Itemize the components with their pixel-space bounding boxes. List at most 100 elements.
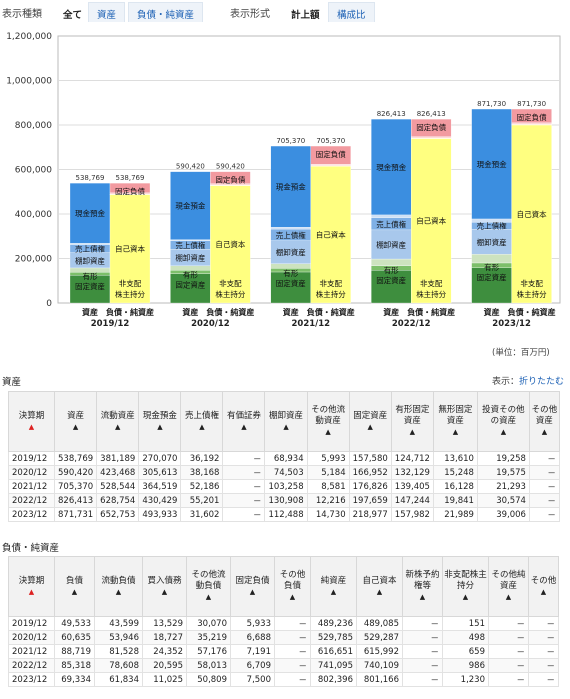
liabilities-column-header[interactable]: 固定負債 ▲ bbox=[230, 556, 275, 617]
table-cell: 78,608 bbox=[94, 658, 143, 673]
sort-arrow-icon[interactable]: ▲ bbox=[325, 428, 331, 436]
assets-column-header[interactable]: 現金預金 ▲ bbox=[138, 391, 182, 452]
sort-arrow-icon[interactable]: ▲ bbox=[115, 422, 121, 431]
assets-column-header[interactable]: 固定資産 ▲ bbox=[348, 391, 392, 452]
segment-label: 固定負債 bbox=[416, 122, 446, 132]
sort-arrow-icon[interactable]: ▲ bbox=[505, 593, 512, 601]
table-cell: 2022/12 bbox=[8, 658, 55, 673]
bar-total-label: 826,413 bbox=[417, 110, 446, 118]
sort-arrow-icon[interactable]: ▲ bbox=[289, 593, 296, 601]
table-cell: 31,602 bbox=[180, 507, 224, 522]
table-cell: 802,396 bbox=[310, 672, 357, 687]
tab-all[interactable]: 全て bbox=[54, 2, 92, 22]
sort-arrow-icon[interactable]: ▲ bbox=[283, 422, 289, 431]
sort-arrow-icon[interactable]: ▲ bbox=[115, 587, 122, 596]
assets-column-header[interactable]: 投資その他の資産 ▲ bbox=[476, 391, 530, 452]
sort-arrow-icon[interactable]: ▲ bbox=[500, 428, 507, 436]
table-cell: － bbox=[488, 658, 529, 673]
liabilities-column-header[interactable]: 決算期 ▲ bbox=[8, 556, 55, 617]
sort-arrow-icon[interactable]: ▲ bbox=[462, 593, 469, 601]
sort-arrow-icon[interactable]: ▲ bbox=[540, 587, 547, 596]
liabilities-column-header[interactable]: その他 ▲ bbox=[528, 556, 559, 617]
sort-arrow-icon[interactable]: ▲ bbox=[452, 428, 459, 436]
table-cell: 986 bbox=[442, 658, 489, 673]
table-cell: 7,191 bbox=[230, 644, 275, 659]
sort-arrow-icon[interactable]: ▲ bbox=[72, 422, 79, 431]
x-bar-label: 負債・純資産 bbox=[307, 307, 355, 317]
sort-arrow-icon[interactable]: ▲ bbox=[367, 422, 373, 431]
toggle-prefix: 表示： bbox=[492, 377, 520, 387]
sort-arrow-icon[interactable]: ▲ bbox=[376, 587, 383, 596]
liabilities-column-header[interactable]: 新株予約権等 ▲ bbox=[402, 556, 443, 617]
assets-column-header[interactable]: 有価証券 ▲ bbox=[222, 391, 266, 452]
table-cell: － bbox=[402, 630, 443, 645]
assets-column-header[interactable]: 棚卸資産 ▲ bbox=[264, 391, 308, 452]
sort-arrow-icon[interactable]: ▲ bbox=[205, 593, 212, 601]
liabilities-table-row: 2020/12 60,635 53,946 18,727 35,219 6,688 － 529… bbox=[8, 630, 559, 645]
table-cell: － bbox=[528, 465, 560, 480]
sort-arrow-icon[interactable]: ▲ bbox=[161, 587, 168, 596]
liabilities-column-header[interactable]: 純資産 ▲ bbox=[310, 556, 357, 617]
segment-label: 固定資産 bbox=[376, 275, 406, 285]
table-cell: 528,544 bbox=[96, 479, 140, 494]
x-bar-label: 資産 bbox=[283, 307, 299, 317]
table-cell: 6,688 bbox=[230, 630, 275, 645]
table-cell: － bbox=[488, 616, 529, 631]
sort-arrow-icon[interactable]: ▲ bbox=[541, 428, 548, 436]
table-cell: 529,287 bbox=[356, 630, 403, 645]
segment-label: 自己資本 bbox=[416, 216, 446, 226]
assets-column-header[interactable]: その他資産 ▲ bbox=[528, 391, 560, 452]
sort-arrow-icon[interactable]: ▲ bbox=[249, 587, 256, 596]
column-header-label: 固定資産 bbox=[353, 410, 388, 421]
assets-column-header[interactable]: 有形固定資産 ▲ bbox=[390, 391, 434, 452]
sort-arrow-icon[interactable]: ▲ bbox=[409, 428, 416, 436]
liabilities-column-header[interactable]: その他純資産 ▲ bbox=[488, 556, 529, 617]
liabilities-column-header[interactable]: 負債 ▲ bbox=[54, 556, 95, 617]
x-bar-label: 資産 bbox=[484, 307, 500, 317]
table-cell: 2023/12 bbox=[8, 507, 55, 522]
segment-label: 自己資本 bbox=[215, 239, 245, 249]
tab-liabilities-equity[interactable]: 負債・純資産 bbox=[128, 2, 204, 22]
segment-label: 株主持分 bbox=[316, 289, 346, 299]
sort-arrow-icon[interactable]: ▲ bbox=[199, 422, 205, 431]
sort-arrow-icon[interactable]: ▲ bbox=[71, 587, 78, 596]
liabilities-column-header[interactable]: その他負債 ▲ bbox=[274, 556, 311, 617]
asset-bar-segment bbox=[371, 214, 412, 218]
assets-column-header[interactable]: 流動資産 ▲ bbox=[96, 391, 140, 452]
liabilities-column-header[interactable]: 自己資本 ▲ bbox=[356, 556, 403, 617]
sort-arrow-icon[interactable]: ▲ bbox=[330, 587, 337, 596]
assets-column-header[interactable]: 売上債権 ▲ bbox=[180, 391, 224, 452]
assets-column-header[interactable]: 資産 ▲ bbox=[53, 391, 98, 452]
table-cell: － bbox=[274, 658, 311, 673]
sort-arrow-icon[interactable]: ▲ bbox=[28, 587, 35, 596]
tab-assets[interactable]: 資産 bbox=[88, 2, 126, 22]
liabilities-column-header[interactable]: 非支配株主持分 ▲ bbox=[442, 556, 489, 617]
table-cell: － bbox=[488, 644, 529, 659]
collapse-link[interactable]: 折りたたむ bbox=[519, 377, 565, 387]
sort-arrow-icon[interactable]: ▲ bbox=[241, 422, 247, 431]
assets-column-header[interactable]: その他流動資産 ▲ bbox=[306, 391, 350, 452]
segment-label: 現金預金 bbox=[175, 201, 205, 211]
table-cell: 430,429 bbox=[138, 493, 182, 508]
table-cell: － bbox=[222, 507, 266, 522]
tab-ratio[interactable]: 構成比 bbox=[328, 2, 375, 22]
assets-column-header[interactable]: 決算期 ▲ bbox=[8, 391, 55, 452]
liabilities-column-header[interactable]: 買入債務 ▲ bbox=[142, 556, 187, 617]
sort-arrow-icon[interactable]: ▲ bbox=[28, 422, 35, 431]
segment-label: 自己資本 bbox=[517, 209, 547, 219]
table-cell: 5,933 bbox=[230, 616, 275, 631]
bar-total-label: 871,730 bbox=[477, 100, 506, 108]
sort-arrow-icon[interactable]: ▲ bbox=[157, 422, 163, 431]
assets-column-header[interactable]: 無形固定資産 ▲ bbox=[432, 391, 478, 452]
liabilities-column-header[interactable]: 流動負債 ▲ bbox=[94, 556, 143, 617]
tab-amount[interactable]: 計上額 bbox=[282, 2, 329, 22]
liabilities-column-header[interactable]: その他流動負債 ▲ bbox=[186, 556, 231, 617]
sort-arrow-icon[interactable]: ▲ bbox=[419, 593, 426, 601]
y-tick-label: 400,000 bbox=[15, 210, 52, 220]
table-cell: 2022/12 bbox=[8, 493, 55, 508]
segment-label: 売上債権 bbox=[75, 244, 105, 254]
column-header-label: 非支配株主持分 bbox=[444, 570, 487, 591]
liability-bar-segment bbox=[411, 136, 452, 139]
y-tick-label: 600,000 bbox=[15, 166, 52, 176]
table-cell: 16,128 bbox=[432, 479, 478, 494]
